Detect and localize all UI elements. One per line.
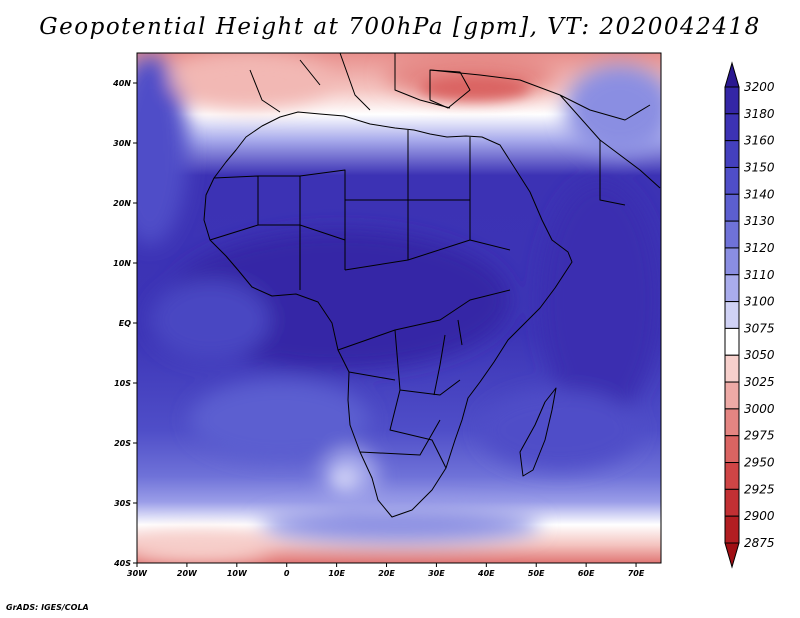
colorbar-label: 2975	[744, 429, 775, 443]
colorbar-label: 3160	[744, 134, 775, 148]
geopotential-field	[137, 53, 661, 563]
colorbar-swatch	[724, 86, 740, 115]
colorbar-label: 3180	[744, 107, 775, 121]
lon-tick-label: 10E	[328, 569, 345, 578]
colorbar-label: 3100	[744, 295, 775, 309]
lat-tick-label: 40N	[112, 79, 131, 88]
colorbar-max-arrow	[724, 61, 740, 88]
lat-tick-label: 30S	[114, 499, 131, 508]
lat-tick-label: 30N	[113, 139, 131, 148]
colorbar-swatch	[724, 462, 740, 490]
lon-tick-label: 30W	[127, 569, 148, 578]
colorbar-swatch	[724, 327, 740, 356]
colorbar-label: 3120	[744, 241, 775, 255]
lat-tick-label: 10S	[114, 379, 131, 388]
colorbar-label: 3150	[744, 160, 775, 174]
colorbar-swatch	[724, 220, 740, 249]
colorbar-swatch	[724, 354, 740, 383]
colorbar-label: 2925	[744, 482, 775, 496]
colorbar-label: 3075	[744, 321, 775, 335]
map-frame	[136, 52, 662, 564]
lon-tick-label: 70E	[628, 569, 645, 578]
lon-tick-label: 40E	[477, 569, 495, 578]
lat-tick-label: 40S	[113, 559, 131, 568]
longitude-ticks: 30W 20W 10W 0 10E 20E 30E 40E 50E 60E 70E	[127, 563, 645, 578]
colorbar-swatch	[724, 488, 740, 517]
colorbar-label: 2900	[744, 509, 775, 523]
lon-tick-label: 10W	[227, 569, 248, 578]
colorbar-label: 3200	[744, 80, 775, 94]
lon-tick-label: 20E	[378, 569, 395, 578]
colorbar-label: 3000	[744, 402, 775, 416]
colorbar-min-arrow	[724, 542, 740, 569]
colorbar-swatch	[724, 435, 740, 464]
colorbar-swatch	[724, 193, 740, 222]
map-title: Geopotential Height at 700hPa [gpm], VT:…	[39, 14, 761, 40]
lat-tick-label: 20N	[113, 199, 131, 208]
lat-tick-label: 20S	[114, 439, 131, 448]
credit-text: GrADS: IGES/COLA	[6, 603, 89, 612]
lon-tick-label: 20W	[177, 569, 198, 578]
colorbar-swatch	[724, 140, 740, 168]
lat-tick-label: 10N	[113, 259, 131, 268]
colorbar-swatch	[724, 247, 740, 276]
lon-tick-label: 60E	[578, 569, 595, 578]
colorbar-swatch	[724, 408, 740, 437]
colorbar-swatch	[724, 166, 740, 195]
lon-tick-label: 30E	[428, 569, 445, 578]
colorbar-label: 2875	[744, 536, 775, 550]
colorbar-swatch	[724, 113, 740, 142]
colorbar-label: 3050	[744, 348, 775, 362]
colorbar-label: 3130	[744, 214, 775, 228]
colorbar-label: 3110	[744, 268, 775, 282]
colorbar-label: 3025	[744, 375, 775, 389]
lat-tick-label: EQ	[119, 319, 131, 328]
colorbar-swatch	[724, 381, 740, 410]
lon-tick-label: 50E	[528, 569, 545, 578]
colorbar: 3200 3180 3160 3150 3140 3130 3120 3110 3100 3075…	[724, 61, 775, 569]
lon-tick-label: 0	[284, 569, 290, 578]
colorbar-swatch	[724, 301, 740, 329]
latitude-ticks: 40S 30S 20S 10S EQ 10N 20N 30N 40N	[112, 79, 137, 568]
colorbar-swatch	[724, 274, 740, 303]
colorbar-label: 3140	[744, 187, 775, 201]
colorbar-label: 2950	[744, 456, 775, 470]
colorbar-swatch	[724, 515, 740, 544]
